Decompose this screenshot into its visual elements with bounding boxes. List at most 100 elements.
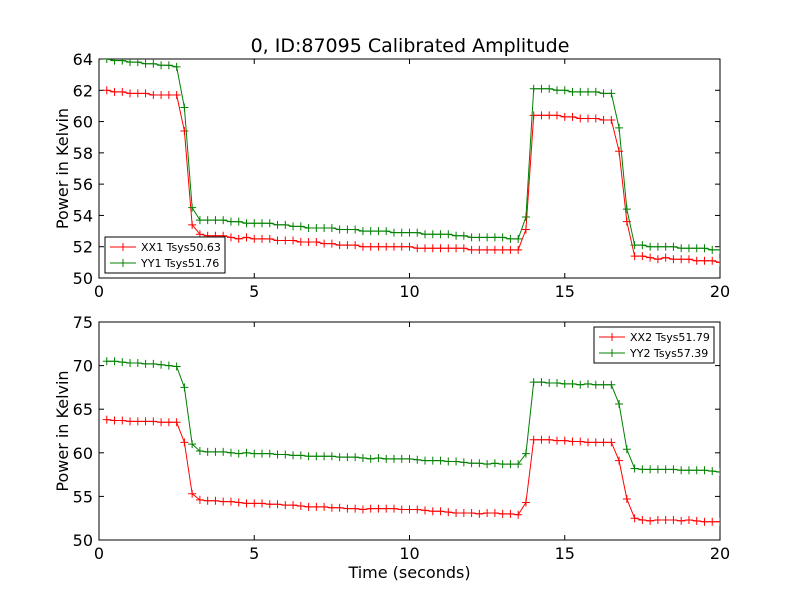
data-point [568,379,577,388]
data-point [382,227,391,236]
data-point [358,242,367,251]
data-point [258,449,267,458]
data-point [584,438,593,447]
legend-label: YY1 Tsys51.76 [140,257,219,270]
data-point [498,460,507,469]
y-tick-label: 52 [73,238,93,257]
data-point [242,448,251,457]
data-point [126,89,135,98]
legend-swatch-marker [119,243,127,251]
data-point [677,244,686,253]
data-point [545,84,554,93]
data-point [320,239,329,248]
data-point [490,459,499,468]
data-point [188,203,197,212]
legend-box [104,236,226,274]
data-point [211,496,220,505]
data-point [584,87,593,96]
data-point [335,453,344,462]
data-point [537,378,546,387]
data-point [172,418,181,427]
data-point [506,245,515,254]
y-tick-label: 70 [73,357,93,376]
data-point [234,498,243,507]
data-point [172,90,181,99]
data-point [646,465,655,474]
data-point [568,87,577,96]
data-point [351,241,360,250]
data-point [188,489,197,498]
data-point [506,460,515,469]
data-point [382,242,391,251]
data-point [529,111,538,120]
data-point [521,225,530,234]
data-point [141,359,150,368]
data-point [273,220,282,229]
data-point [716,258,720,267]
data-point [421,230,430,239]
data-point [669,255,678,264]
y-tick-label: 60 [73,444,93,463]
data-point [358,454,367,463]
data-point [537,435,546,444]
y-tick-label: 55 [73,487,93,506]
data-point [343,225,352,234]
y-tick-label: 65 [73,400,93,419]
data-point [265,219,274,228]
data-point [102,86,111,95]
data-point [389,504,398,513]
data-point [226,497,235,506]
data-point [560,436,569,445]
data-point [265,500,274,509]
data-point [289,222,298,231]
data-point [545,111,554,120]
data-point [374,504,383,513]
data-point [483,508,492,517]
x-tick-label: 5 [249,544,259,563]
data-point [366,227,375,236]
data-point [638,241,647,250]
x-tick-label: 5 [249,282,259,301]
data-point [366,454,375,463]
data-point [343,241,352,250]
data-point [234,234,243,243]
data-point [250,449,259,458]
data-point [692,256,701,265]
data-point [242,219,251,228]
data-point [483,460,492,469]
data-point [459,231,468,240]
data-point [320,223,329,232]
data-point [459,244,468,253]
data-point [195,216,204,225]
data-point [203,216,212,225]
data-point [677,466,686,475]
data-point [234,449,243,458]
data-point [716,517,720,526]
data-point [692,516,701,525]
x-tick-label: 0 [94,282,104,301]
data-point [141,59,150,68]
data-point [630,241,639,250]
y-tick-label: 64 [73,50,93,69]
data-point [211,216,220,225]
y-tick-label: 50 [73,269,93,288]
y-tick-label: 58 [73,144,93,163]
legend-label: XX1 Tsys50.63 [141,241,221,254]
data-point [405,454,414,463]
data-point [118,87,127,96]
data-point [289,236,298,245]
data-point [180,103,189,112]
y-tick-label: 75 [73,313,93,332]
data-point [490,245,499,254]
data-point [568,437,577,446]
data-point [312,502,321,511]
data-point [405,242,414,251]
data-point [304,223,313,232]
data-point [576,87,585,96]
data-point [475,509,484,518]
data-point [591,87,600,96]
data-point [475,233,484,242]
data-point [335,503,344,512]
data-point [296,238,305,247]
data-point [234,217,243,226]
